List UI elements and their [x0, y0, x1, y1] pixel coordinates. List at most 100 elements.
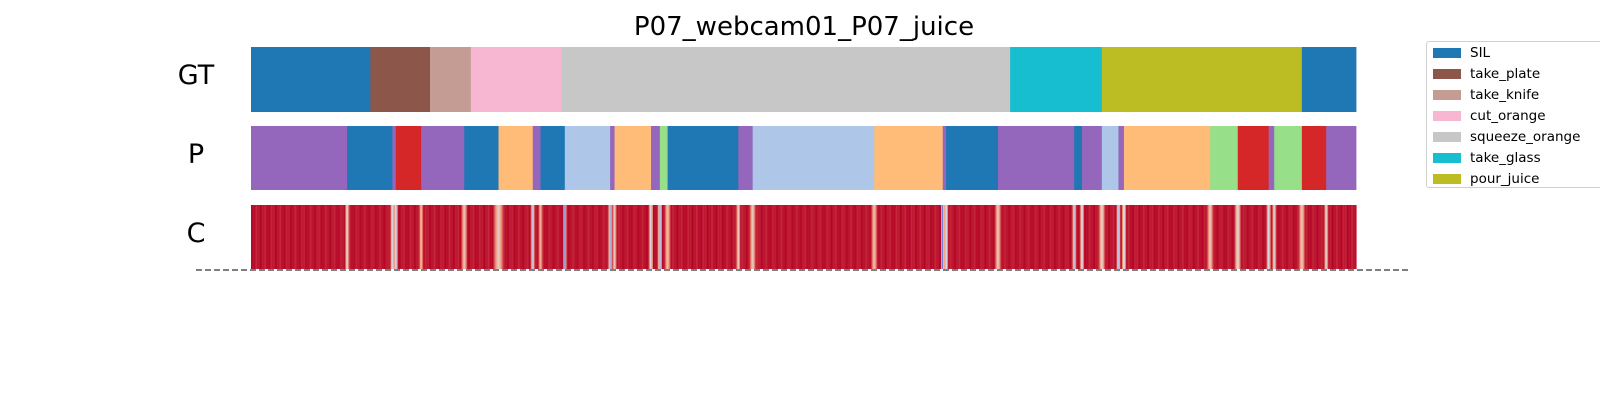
- confidence-cell: [749, 205, 751, 269]
- confidence-cell: [346, 205, 349, 269]
- confidence-cell: [481, 205, 483, 269]
- confidence-cell: [851, 205, 854, 269]
- confidence-cell: [845, 205, 848, 269]
- confidence-cell: [864, 205, 867, 269]
- confidence-cell: [575, 205, 578, 269]
- confidence-cell: [1197, 205, 1199, 269]
- confidence-cell: [412, 205, 415, 269]
- confidence-cell: [1330, 205, 1333, 269]
- confidence-cell: [274, 205, 276, 269]
- confidence-cell: [272, 205, 274, 269]
- confidence-cell: [761, 205, 763, 269]
- confidence-cell: [440, 205, 443, 269]
- confidence-cell: [433, 205, 436, 269]
- confidence-cell: [441, 205, 444, 269]
- confidence-cell: [1090, 205, 1093, 269]
- confidence-cell: [1298, 205, 1301, 269]
- confidence-cell: [840, 205, 843, 269]
- confidence-cell: [358, 205, 361, 269]
- gt-segment-3: [470, 47, 562, 112]
- confidence-cell: [903, 205, 906, 269]
- confidence-cell: [846, 205, 849, 269]
- confidence-cell: [256, 205, 258, 269]
- confidence-cell: [1336, 205, 1339, 269]
- confidence-cell: [699, 205, 701, 269]
- confidence-cell: [275, 205, 277, 269]
- confidence-cell: [530, 205, 532, 269]
- confidence-cell: [1167, 205, 1169, 269]
- confidence-cell: [1004, 205, 1007, 269]
- confidence-cell: [1026, 205, 1029, 269]
- confidence-cell: [1307, 205, 1310, 269]
- legend-swatch: [1433, 174, 1461, 184]
- confidence-cell: [975, 205, 977, 269]
- gt-segment-1: [370, 47, 431, 112]
- confidence-cell: [674, 205, 677, 269]
- confidence-cell: [313, 205, 315, 269]
- confidence-cell: [1080, 205, 1083, 269]
- confidence-cell: [573, 205, 576, 269]
- pred-segment-1: [347, 126, 393, 190]
- confidence-cell: [502, 205, 504, 269]
- confidence-cell: [838, 205, 841, 269]
- confidence-cell: [1130, 205, 1133, 269]
- pred-segment-8: [540, 126, 566, 190]
- confidence-cell: [977, 205, 979, 269]
- confidence-cell: [775, 205, 777, 269]
- confidence-cell: [350, 205, 353, 269]
- confidence-cell: [320, 205, 322, 269]
- confidence-cell: [1042, 205, 1045, 269]
- confidence-cell: [1315, 205, 1318, 269]
- pred-segment-22: [1081, 126, 1103, 190]
- confidence-cell: [771, 205, 773, 269]
- confidence-cell: [1317, 205, 1320, 269]
- confidence-cell: [965, 205, 967, 269]
- confidence-cell: [514, 205, 516, 269]
- confidence-cell: [1119, 205, 1122, 269]
- confidence-cell: [880, 205, 883, 269]
- confidence-cell: [1337, 205, 1340, 269]
- confidence-cell: [1074, 205, 1077, 269]
- confidence-cell: [743, 205, 745, 269]
- confidence-cell: [722, 205, 724, 269]
- confidence-cell: [1116, 205, 1119, 269]
- confidence-cell: [1172, 205, 1174, 269]
- confidence-cell: [297, 205, 299, 269]
- confidence-cell: [1160, 205, 1162, 269]
- confidence-cell: [789, 205, 792, 269]
- confidence-cell: [1145, 205, 1147, 269]
- confidence-cell: [1122, 205, 1125, 269]
- confidence-cell: [707, 205, 709, 269]
- confidence-cell: [477, 205, 479, 269]
- confidence-cell: [436, 205, 439, 269]
- confidence-cell: [255, 205, 257, 269]
- confidence-cell: [251, 205, 253, 269]
- confidence-cell: [1164, 205, 1166, 269]
- confidence-cell: [1198, 205, 1200, 269]
- confidence-cell: [1120, 205, 1123, 269]
- confidence-cell: [1114, 205, 1117, 269]
- confidence-cell: [1061, 205, 1064, 269]
- confidence-cell: [992, 205, 994, 269]
- confidence-cell: [1342, 205, 1345, 269]
- confidence-cell: [492, 205, 494, 269]
- confidence-cell: [692, 205, 694, 269]
- confidence-cell: [483, 205, 485, 269]
- confidence-cell: [347, 205, 350, 269]
- confidence-cell: [293, 205, 295, 269]
- confidence-cell: [627, 205, 630, 269]
- confidence-cell: [917, 205, 919, 269]
- confidence-cell: [602, 205, 605, 269]
- confidence-cell: [885, 205, 888, 269]
- confidence-cell: [299, 205, 301, 269]
- confidence-cell: [1260, 205, 1263, 269]
- confidence-cell: [406, 205, 409, 269]
- confidence-cell: [826, 205, 829, 269]
- confidence-cell: [1175, 205, 1177, 269]
- confidence-cell: [896, 205, 899, 269]
- confidence-cell: [445, 205, 448, 269]
- confidence-cell: [635, 205, 638, 269]
- confidence-cell: [643, 205, 646, 269]
- confidence-cell: [1053, 205, 1056, 269]
- confidence-cell: [1066, 205, 1069, 269]
